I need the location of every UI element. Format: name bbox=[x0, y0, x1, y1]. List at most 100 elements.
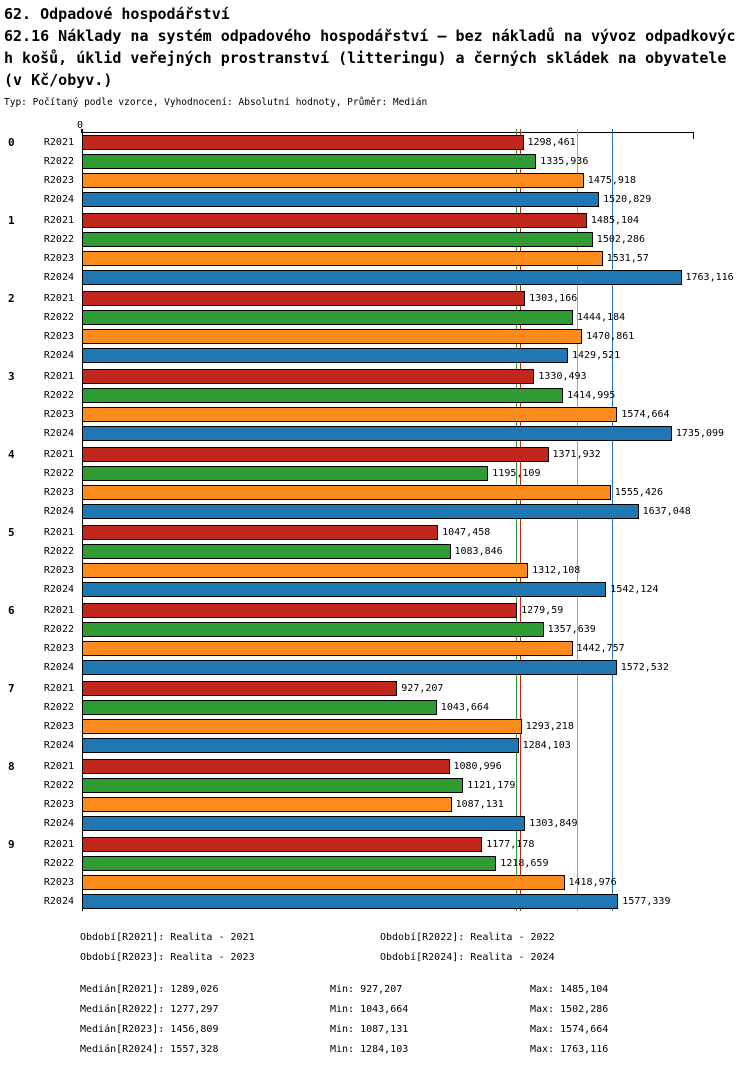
bar-row: R2024 1763,116 bbox=[0, 268, 750, 287]
bar-R2022 bbox=[82, 388, 564, 403]
series-row-label: R2021 bbox=[43, 605, 74, 616]
bar-value-label: 1735,099 bbox=[675, 428, 725, 439]
bar-value-label: 1572,532 bbox=[620, 662, 669, 673]
bar-row: R2023 1475,918 bbox=[0, 171, 750, 190]
bar-value-label: 1414,995 bbox=[567, 390, 616, 401]
bar-R2023 bbox=[82, 173, 584, 188]
bar-group-8: 8 R2021 1080,996 R2022 1121,179 R2023 1087,131… bbox=[0, 757, 750, 833]
series-row-label: R2024 bbox=[43, 506, 74, 517]
bar-R2024 bbox=[82, 894, 619, 909]
stat-median-r2021: Medián[R2021]: 1289,026 bbox=[80, 984, 219, 995]
series-row-label: R2024 bbox=[43, 818, 74, 829]
bar-R2021 bbox=[82, 603, 518, 618]
bar-value-label: 1218,659 bbox=[500, 858, 549, 869]
bar-track: 1371,932 bbox=[82, 445, 750, 464]
bar-value-label: 1284,103 bbox=[522, 740, 571, 751]
bar-value-label: 1121,179 bbox=[467, 780, 516, 791]
bar-group-4: 4 R2021 1371,932 R2022 1195,109 R2023 1555,426… bbox=[0, 445, 750, 521]
bar-track: 1312,108 bbox=[82, 561, 750, 580]
bar-R2022 bbox=[82, 544, 451, 559]
x-axis-line bbox=[81, 129, 694, 139]
series-row-label: R2023 bbox=[43, 487, 74, 498]
group-label: 3 bbox=[8, 370, 15, 383]
bar-group-7: 7 R2021 927,207 R2022 1043,664 R2023 1293,218 R… bbox=[0, 679, 750, 755]
bar-row: R2022 1414,995 bbox=[0, 386, 750, 405]
stat-min-r2021: Min: 927,207 bbox=[330, 984, 403, 995]
bar-row: R2022 1357,639 bbox=[0, 620, 750, 639]
series-row-label: R2021 bbox=[43, 449, 74, 460]
series-row-label: R2023 bbox=[43, 331, 74, 342]
bar-track: 1121,179 bbox=[82, 776, 750, 795]
stats-row-r2022: Medián[R2022]: 1277,297 Min: 1043,664 Ma… bbox=[80, 1000, 750, 1020]
bar-R2024 bbox=[82, 426, 672, 441]
series-row-label: R2022 bbox=[43, 390, 74, 401]
series-row-label: R2023 bbox=[43, 175, 74, 186]
group-label: 4 bbox=[8, 448, 15, 461]
bar-R2022 bbox=[82, 700, 437, 715]
series-row-label: R2024 bbox=[43, 584, 74, 595]
bar-track: 1555,426 bbox=[82, 483, 750, 502]
bar-row: R2022 1083,846 bbox=[0, 542, 750, 561]
series-row-label: R2023 bbox=[43, 877, 74, 888]
series-row-label: R2024 bbox=[43, 350, 74, 361]
stat-max-r2022: Max: 1502,286 bbox=[530, 1004, 609, 1015]
bar-R2023 bbox=[82, 485, 611, 500]
bar-group-9: 9 R2021 1177,178 R2022 1218,659 R2023 1418,976… bbox=[0, 835, 750, 911]
median-line-R2024 bbox=[611, 129, 613, 911]
bar-row: 2 R2021 1303,166 bbox=[0, 289, 750, 308]
bar-R2021 bbox=[82, 369, 535, 384]
bar-row: R2024 1735,099 bbox=[0, 424, 750, 443]
series-row-label: R2024 bbox=[43, 740, 74, 751]
bar-R2024 bbox=[82, 582, 607, 597]
bar-track: 1637,048 bbox=[82, 502, 750, 521]
bar-track: 1298,461 bbox=[82, 133, 750, 152]
bar-track: 1303,849 bbox=[82, 814, 750, 833]
series-row-label: R2023 bbox=[43, 409, 74, 420]
bar-value-label: 1043,664 bbox=[440, 702, 489, 713]
stat-median-r2023: Medián[R2023]: 1456,809 bbox=[80, 1024, 219, 1035]
legend-item-r2023: Období[R2023]: Realita - 2023 bbox=[80, 952, 255, 963]
chart-title-line-3: h košů, úklid veřejných prostranství (li… bbox=[4, 49, 727, 67]
group-label: 8 bbox=[8, 760, 15, 773]
bar-R2022 bbox=[82, 778, 464, 793]
legend: Období[R2021]: Realita - 2021 Období[R20… bbox=[80, 931, 750, 964]
bar-row: R2023 1470,861 bbox=[0, 327, 750, 346]
series-row-label: R2021 bbox=[43, 371, 74, 382]
bar-track: 1444,184 bbox=[82, 308, 750, 327]
bar-track: 1414,995 bbox=[82, 386, 750, 405]
stat-median-r2024: Medián[R2024]: 1557,328 bbox=[80, 1044, 219, 1055]
bar-value-label: 1531,57 bbox=[606, 253, 649, 264]
bar-R2023 bbox=[82, 875, 565, 890]
bar-group-3: 3 R2021 1330,493 R2022 1414,995 R2023 1574,664… bbox=[0, 367, 750, 443]
bar-R2024 bbox=[82, 738, 519, 753]
bar-value-label: 1303,849 bbox=[529, 818, 578, 829]
series-row-label: R2023 bbox=[43, 565, 74, 576]
bar-value-label: 1418,976 bbox=[568, 877, 617, 888]
bar-row: R2024 1542,124 bbox=[0, 580, 750, 599]
bar-value-label: 1303,166 bbox=[529, 293, 578, 304]
median-line-R2021 bbox=[520, 129, 522, 911]
bar-chart: 0 R2021 1298,461 R2022 1335,936 R2023 1475,918… bbox=[0, 129, 750, 911]
bar-track: 1572,532 bbox=[82, 658, 750, 677]
bar-value-label: 1298,461 bbox=[527, 137, 576, 148]
bar-track: 1330,493 bbox=[82, 367, 750, 386]
bar-row: R2024 1637,048 bbox=[0, 502, 750, 521]
stat-median-r2022: Medián[R2022]: 1277,297 bbox=[80, 1004, 219, 1015]
y-axis-zero-line bbox=[82, 129, 83, 911]
bar-row: R2022 1195,109 bbox=[0, 464, 750, 483]
bar-R2023 bbox=[82, 329, 583, 344]
series-row-label: R2023 bbox=[43, 799, 74, 810]
bar-row: 1 R2021 1485,104 bbox=[0, 211, 750, 230]
bar-R2021 bbox=[82, 447, 549, 462]
chart-title-line-2: 62.16 Náklady na systém odpadového hospo… bbox=[4, 27, 736, 45]
bar-row: R2022 1218,659 bbox=[0, 854, 750, 873]
x-axis-zero-label: 0 bbox=[76, 120, 84, 131]
bar-row: R2022 1121,179 bbox=[0, 776, 750, 795]
bar-R2022 bbox=[82, 154, 537, 169]
bar-R2024 bbox=[82, 270, 682, 285]
bar-row: R2023 1442,757 bbox=[0, 639, 750, 658]
group-label: 0 bbox=[8, 136, 15, 149]
bar-R2023 bbox=[82, 641, 573, 656]
bar-row: 6 R2021 1279,59 bbox=[0, 601, 750, 620]
bar-R2021 bbox=[82, 213, 587, 228]
